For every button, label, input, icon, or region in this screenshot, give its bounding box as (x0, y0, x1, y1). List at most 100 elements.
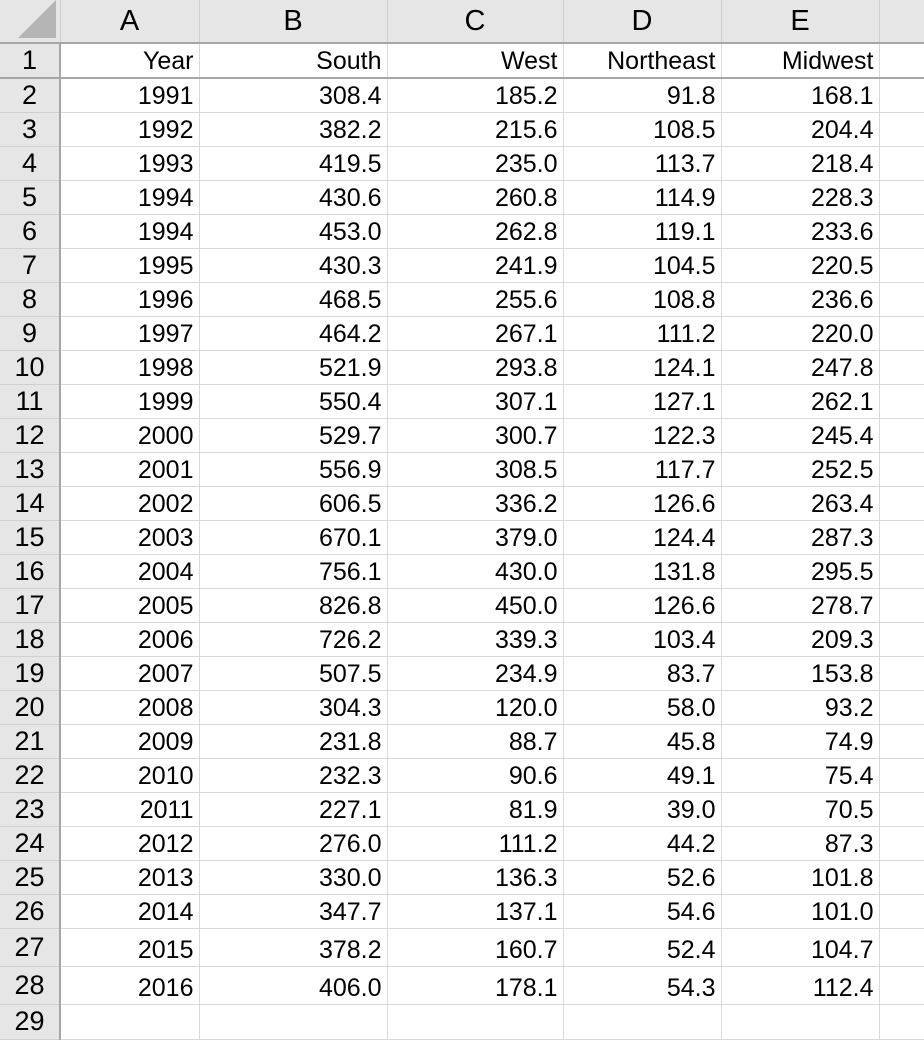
cell[interactable]: 49.1 (563, 758, 722, 793)
column-header[interactable] (879, 0, 924, 44)
cell[interactable]: 252.5 (721, 452, 880, 487)
cell[interactable] (879, 928, 924, 967)
cell[interactable]: 382.2 (199, 112, 388, 147)
cell[interactable]: 234.9 (387, 656, 564, 691)
cell[interactable]: 88.7 (387, 724, 564, 759)
cell[interactable]: 104.7 (721, 928, 880, 967)
cell[interactable]: 39.0 (563, 792, 722, 827)
cell[interactable] (199, 1004, 388, 1040)
cell[interactable] (879, 792, 924, 827)
cell[interactable] (60, 1004, 200, 1040)
cell[interactable] (387, 1004, 564, 1040)
cell[interactable]: 87.3 (721, 826, 880, 861)
cell[interactable] (879, 248, 924, 283)
cell[interactable] (879, 452, 924, 487)
header-cell[interactable]: Year (60, 43, 200, 79)
cell[interactable]: 379.0 (387, 520, 564, 555)
cell[interactable]: 453.0 (199, 214, 388, 249)
cell[interactable]: 233.6 (721, 214, 880, 249)
cell[interactable]: 1994 (60, 180, 200, 215)
cell[interactable]: 267.1 (387, 316, 564, 351)
cell[interactable] (879, 966, 924, 1005)
cell[interactable]: 101.8 (721, 860, 880, 895)
column-header[interactable]: C (387, 0, 564, 44)
cell[interactable]: 1996 (60, 282, 200, 317)
cell[interactable]: 2005 (60, 588, 200, 623)
row-header[interactable]: 5 (0, 180, 61, 215)
row-header[interactable]: 21 (0, 724, 61, 759)
cell[interactable]: 81.9 (387, 792, 564, 827)
row-header[interactable]: 15 (0, 520, 61, 555)
cell[interactable]: 111.2 (387, 826, 564, 861)
cell[interactable]: 670.1 (199, 520, 388, 555)
column-header[interactable]: D (563, 0, 722, 44)
row-header[interactable]: 2 (0, 78, 61, 113)
row-header[interactable]: 6 (0, 214, 61, 249)
cell[interactable] (879, 690, 924, 725)
cell[interactable]: 336.2 (387, 486, 564, 521)
cell[interactable]: 228.3 (721, 180, 880, 215)
cell[interactable]: 406.0 (199, 966, 388, 1005)
cell[interactable]: 2012 (60, 826, 200, 861)
cell[interactable]: 2000 (60, 418, 200, 453)
cell[interactable]: 103.4 (563, 622, 722, 657)
row-header[interactable]: 8 (0, 282, 61, 317)
cell[interactable] (879, 1004, 924, 1040)
cell[interactable] (879, 418, 924, 453)
header-cell[interactable]: Northeast (563, 43, 722, 79)
cell[interactable]: 54.3 (563, 966, 722, 1005)
row-header[interactable]: 1 (0, 43, 61, 79)
cell[interactable]: 1997 (60, 316, 200, 351)
cell[interactable] (879, 860, 924, 895)
cell[interactable]: 339.3 (387, 622, 564, 657)
cell[interactable]: 101.0 (721, 894, 880, 929)
row-header[interactable]: 12 (0, 418, 61, 453)
cell[interactable]: 1995 (60, 248, 200, 283)
row-header[interactable]: 3 (0, 112, 61, 147)
cell[interactable]: 178.1 (387, 966, 564, 1005)
cell[interactable] (879, 554, 924, 589)
cell[interactable]: 124.1 (563, 350, 722, 385)
cell[interactable]: 1992 (60, 112, 200, 147)
cell[interactable]: 90.6 (387, 758, 564, 793)
cell[interactable]: 304.3 (199, 690, 388, 725)
cell[interactable]: 1994 (60, 214, 200, 249)
cell[interactable]: 521.9 (199, 350, 388, 385)
cell[interactable] (879, 622, 924, 657)
cell[interactable]: 606.5 (199, 486, 388, 521)
cell[interactable] (879, 826, 924, 861)
cell[interactable]: 450.0 (387, 588, 564, 623)
cell[interactable]: 124.4 (563, 520, 722, 555)
cell[interactable]: 227.1 (199, 792, 388, 827)
header-cell[interactable]: Midwest (721, 43, 880, 79)
cell[interactable] (879, 146, 924, 181)
cell[interactable] (879, 180, 924, 215)
cell[interactable]: 255.6 (387, 282, 564, 317)
cell[interactable]: 104.5 (563, 248, 722, 283)
row-header[interactable]: 18 (0, 622, 61, 657)
cell[interactable]: 2010 (60, 758, 200, 793)
cell[interactable]: 826.8 (199, 588, 388, 623)
cell[interactable]: 756.1 (199, 554, 388, 589)
cell[interactable]: 52.4 (563, 928, 722, 967)
cell[interactable]: 300.7 (387, 418, 564, 453)
column-header[interactable]: E (721, 0, 880, 44)
cell[interactable]: 1999 (60, 384, 200, 419)
cell[interactable]: 204.4 (721, 112, 880, 147)
cell[interactable]: 430.3 (199, 248, 388, 283)
cell[interactable]: 111.2 (563, 316, 722, 351)
cell[interactable]: 550.4 (199, 384, 388, 419)
cell[interactable]: 220.5 (721, 248, 880, 283)
cell[interactable]: 108.5 (563, 112, 722, 147)
cell[interactable]: 262.1 (721, 384, 880, 419)
cell[interactable]: 308.5 (387, 452, 564, 487)
cell[interactable] (879, 214, 924, 249)
row-header[interactable]: 29 (0, 1004, 61, 1040)
cell[interactable]: 2003 (60, 520, 200, 555)
cell[interactable]: 44.2 (563, 826, 722, 861)
cell[interactable]: 168.1 (721, 78, 880, 113)
cell[interactable]: 232.3 (199, 758, 388, 793)
row-header[interactable]: 19 (0, 656, 61, 691)
cell[interactable]: 136.3 (387, 860, 564, 895)
cell[interactable]: 307.1 (387, 384, 564, 419)
